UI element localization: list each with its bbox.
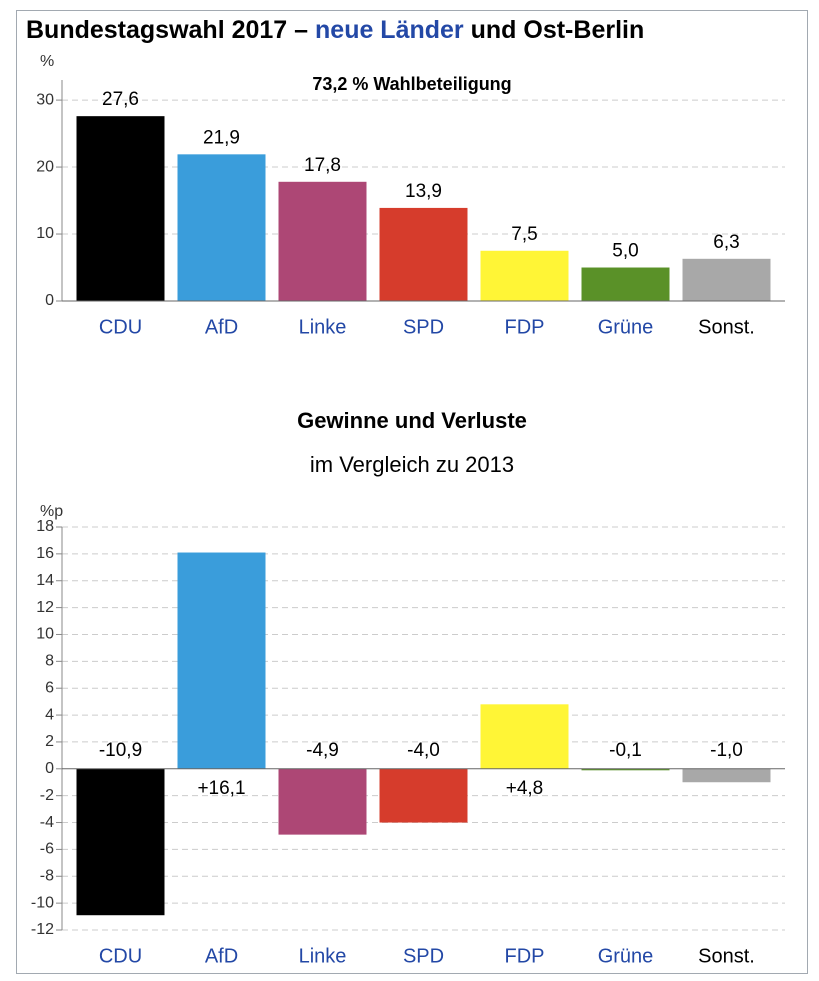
title-link[interactable]: neue Länder [315,16,464,44]
bar [177,552,266,769]
y-tick-label: -8 [40,867,54,884]
y-tick-label: -6 [40,841,54,858]
value-label: -1,0 [710,740,743,761]
y-tick-label: 10 [36,225,54,242]
x-tick-label[interactable]: AfD [205,316,238,338]
bar [278,181,367,301]
bar [480,250,569,301]
y-tick-label: 18 [36,518,54,535]
value-label: 27,6 [102,89,139,110]
bar [177,154,266,301]
value-label: -0,1 [609,740,642,761]
value-label: 21,9 [203,127,240,148]
chart-subtitle: im Vergleich zu 2013 [310,452,514,477]
title: Bundestagswahl 2017 – neue Länder und Os… [26,16,644,45]
y-tick-label: 30 [36,91,54,108]
chart-title: Gewinne und Verluste [297,408,527,433]
y-tick-label: 10 [36,626,54,643]
x-tick-label[interactable]: CDU [99,316,142,338]
value-label: 7,5 [511,224,537,245]
y-tick-label: -2 [40,787,54,804]
y-tick-label: 2 [45,733,54,750]
x-tick-label[interactable]: Linke [299,945,347,967]
x-tick-label[interactable]: CDU [99,945,142,967]
value-label: 5,0 [612,241,638,262]
y-axis-label: %p [40,503,63,520]
bar [581,768,670,771]
value-label: 17,8 [304,155,341,176]
bar [682,258,771,301]
y-tick-label: 14 [36,572,54,589]
value-label: -4,0 [407,740,440,761]
x-tick-label[interactable]: SPD [403,945,444,967]
title-text: und Ost-Berlin [470,16,645,44]
title-text: Bundestagswahl 2017 – [26,16,309,44]
bar [379,207,468,301]
value-label: -4,9 [306,740,339,761]
value-label: 13,9 [405,181,442,202]
bar [278,768,367,835]
x-tick-label[interactable]: AfD [205,945,238,967]
frame [16,10,808,974]
y-axis-label: % [40,53,54,70]
y-tick-label: 4 [45,706,54,723]
x-tick-label[interactable]: Linke [299,316,347,338]
y-tick-label: -10 [31,894,54,911]
x-tick-label: Sonst. [698,945,755,967]
bar [480,704,569,769]
value-label: +4,8 [506,778,544,799]
x-tick-label[interactable]: SPD [403,316,444,338]
y-tick-label: 0 [45,760,54,777]
bar [682,768,771,783]
bar [581,267,670,301]
bar [379,768,468,823]
value-label: -10,9 [99,740,142,761]
value-label: 6,3 [713,232,739,253]
x-tick-label[interactable]: Grüne [598,316,654,338]
y-tick-label: -4 [40,814,54,831]
y-tick-label: 6 [45,679,54,696]
x-tick-label[interactable]: Grüne [598,945,654,967]
y-tick-label: 16 [36,545,54,562]
bar [76,116,165,301]
y-tick-label: -12 [31,921,54,938]
chart-subtitle: 73,2 % Wahlbeteiligung [312,74,511,94]
x-tick-label: Sonst. [698,316,755,338]
y-tick-label: 20 [36,158,54,175]
y-tick-label: 12 [36,599,54,616]
value-label: +16,1 [197,778,245,799]
x-tick-label[interactable]: FDP [505,945,545,967]
x-tick-label[interactable]: FDP [505,316,545,338]
bar [76,768,165,916]
y-tick-label: 0 [45,292,54,309]
y-tick-label: 8 [45,653,54,670]
